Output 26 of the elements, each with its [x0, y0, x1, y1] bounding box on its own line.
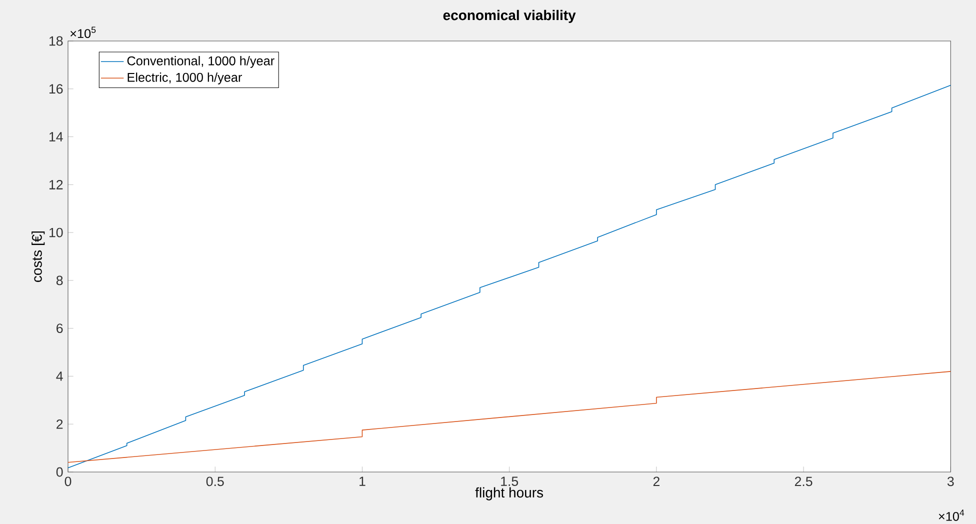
- x-tick-label: 3: [947, 476, 954, 486]
- y-tick-label: 8: [56, 276, 63, 286]
- y-tick-label: 2: [56, 419, 63, 429]
- y-tick-label: 12: [49, 180, 63, 190]
- y-tick-label: 18: [49, 36, 63, 46]
- y-tick-label: 4: [56, 372, 63, 381]
- x-tick-label: 1.5: [501, 476, 518, 486]
- y-axis-title: costs [€]: [32, 231, 45, 282]
- legend-label: Electric, 1000 h/year: [128, 72, 242, 84]
- line-series: [68, 371, 952, 463]
- x-tick-label: 1: [360, 476, 366, 486]
- y-tick-label: 10: [49, 228, 63, 238]
- y-tick-label: 0: [56, 467, 63, 477]
- text: ×10$^{4}$: [938, 510, 964, 521]
- line-series: [68, 84, 952, 468]
- x-tick-label: 2: [653, 476, 660, 486]
- x-tick-label: 0: [64, 476, 72, 486]
- y-tick-label: 6: [56, 324, 63, 334]
- legend-label: Conventional, 1000 h/year: [127, 56, 274, 68]
- y-tick-label: 14: [49, 132, 63, 142]
- chart-title: economical viability: [443, 10, 576, 23]
- y-tick-label: 16: [49, 84, 63, 94]
- x-tick-label: 0.5: [206, 476, 224, 486]
- text: ×10$^{5}$: [70, 26, 96, 38]
- x-tick-label: 2.5: [794, 476, 812, 486]
- x-axis-title: flight hours: [475, 487, 544, 500]
